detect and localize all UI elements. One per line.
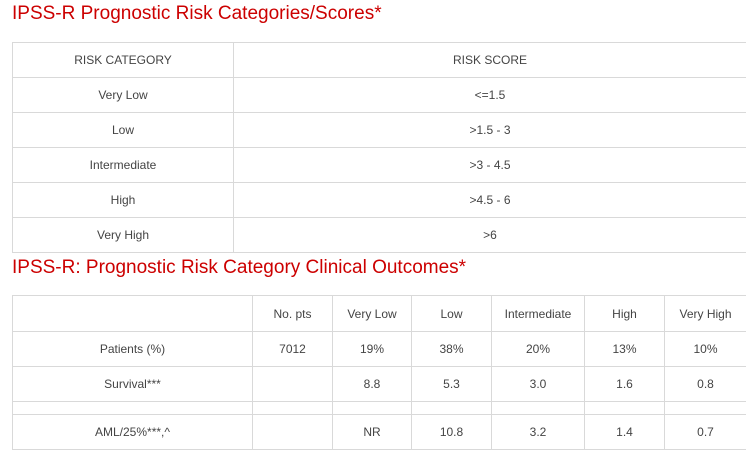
table-cell: [491, 401, 585, 415]
row-label: Survival***: [12, 366, 253, 402]
table-cell: 13%: [584, 331, 665, 367]
table-cell: 5.3: [411, 366, 492, 402]
row-label: AML/25%***,^: [12, 414, 253, 450]
table-row: Very Low <=1.5: [12, 77, 746, 113]
table-cell: 1.6: [584, 366, 665, 402]
table-row: Low >1.5 - 3: [12, 112, 746, 148]
table-cell: 3.2: [491, 414, 585, 450]
table-spacer-row: [12, 401, 746, 415]
table-header-row: RISK CATEGORY RISK SCORE: [12, 42, 746, 78]
table-cell: 38%: [411, 331, 492, 367]
risk-category-cell: Very High: [12, 217, 234, 253]
table-row: Survival*** 8.8 5.3 3.0 1.6 0.8: [12, 366, 746, 402]
risk-score-cell: >1.5 - 3: [233, 112, 746, 148]
header-low: Low: [411, 295, 492, 332]
clinical-outcomes-title: IPSS-R: Prognostic Risk Category Clinica…: [12, 257, 467, 278]
table-row: AML/25%***,^ NR 10.8 3.2 1.4 0.7: [12, 414, 746, 450]
header-high: High: [584, 295, 665, 332]
table-cell: 0.8: [664, 366, 746, 402]
header-risk-category: RISK CATEGORY: [12, 42, 234, 78]
table-cell: [252, 401, 333, 415]
table-cell: 20%: [491, 331, 585, 367]
table-row: High >4.5 - 6: [12, 182, 746, 218]
table-cell: 3.0: [491, 366, 585, 402]
header-blank: [12, 295, 253, 332]
row-label: Patients (%): [12, 331, 253, 367]
risk-category-cell: High: [12, 182, 234, 218]
table-cell: NR: [332, 414, 412, 450]
header-very-low: Very Low: [332, 295, 412, 332]
table-cell: 8.8: [332, 366, 412, 402]
table-cell: 10%: [664, 331, 746, 367]
clinical-outcomes-table: No. pts Very Low Low Intermediate High V…: [12, 295, 746, 450]
table-header-row: No. pts Very Low Low Intermediate High V…: [12, 295, 746, 332]
table-row: Patients (%) 7012 19% 38% 20% 13% 10%: [12, 331, 746, 367]
risk-score-cell: >4.5 - 6: [233, 182, 746, 218]
table-cell: [332, 401, 412, 415]
risk-score-cell: <=1.5: [233, 77, 746, 113]
risk-categories-title: IPSS-R Prognostic Risk Categories/Scores…: [12, 3, 382, 24]
risk-category-cell: Very Low: [12, 77, 234, 113]
header-very-high: Very High: [664, 295, 746, 332]
table-cell: [252, 414, 333, 450]
table-cell: 0.7: [664, 414, 746, 450]
header-intermediate: Intermediate: [491, 295, 585, 332]
risk-category-cell: Intermediate: [12, 147, 234, 183]
risk-score-cell: >6: [233, 217, 746, 253]
table-cell: [252, 366, 333, 402]
table-cell: 1.4: [584, 414, 665, 450]
risk-score-cell: >3 - 4.5: [233, 147, 746, 183]
header-no-pts: No. pts: [252, 295, 333, 332]
table-cell: [664, 401, 746, 415]
header-risk-score: RISK SCORE: [233, 42, 746, 78]
table-cell: 10.8: [411, 414, 492, 450]
table-cell: [12, 401, 253, 415]
risk-categories-table: RISK CATEGORY RISK SCORE Very Low <=1.5 …: [12, 42, 746, 253]
table-cell: [584, 401, 665, 415]
table-cell: [411, 401, 492, 415]
table-row: Very High >6: [12, 217, 746, 253]
table-cell: 19%: [332, 331, 412, 367]
risk-category-cell: Low: [12, 112, 234, 148]
table-cell: 7012: [252, 331, 333, 367]
table-row: Intermediate >3 - 4.5: [12, 147, 746, 183]
